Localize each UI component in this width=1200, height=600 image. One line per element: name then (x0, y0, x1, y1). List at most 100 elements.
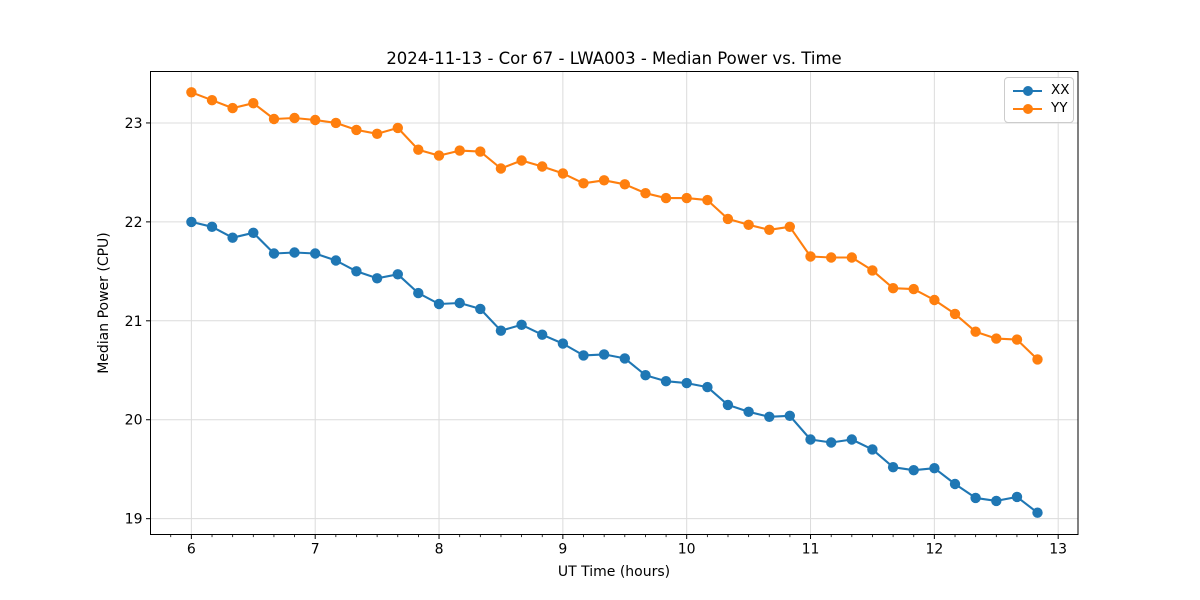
data-point-xx (268, 248, 280, 259)
legend-marker-icon (1022, 86, 1033, 96)
data-point-yy (392, 122, 403, 134)
data-point-yy (310, 114, 321, 126)
chart-title: 2024-11-13 - Cor 67 - LWA003 - Median Po… (386, 49, 842, 68)
legend-label-yy: YY (1051, 100, 1068, 117)
data-point-xx (371, 273, 383, 284)
data-point-xx (619, 353, 630, 364)
x-tick-label: 8 (435, 542, 444, 558)
data-point-xx (908, 465, 919, 476)
data-point-yy (887, 283, 899, 294)
data-point-yy (268, 113, 280, 125)
data-point-xx (660, 376, 672, 387)
data-point-yy (640, 188, 651, 199)
legend-line-sample-yy (1013, 104, 1042, 114)
legend-item-xx: XX (1013, 82, 1070, 100)
data-point-xx (681, 377, 692, 389)
data-point-xx (846, 434, 857, 445)
data-point-xx (351, 266, 362, 277)
data-point-yy (516, 155, 527, 166)
data-point-xx (186, 216, 197, 228)
data-point-xx (598, 349, 610, 360)
data-point-yy (722, 213, 734, 225)
legend-line-sample-xx (1013, 86, 1042, 96)
data-point-yy (991, 333, 1002, 344)
data-point-yy (681, 192, 692, 204)
y-tick-label: 22 (125, 215, 143, 231)
x-tick-label: 10 (678, 542, 696, 558)
data-point-xx (475, 303, 486, 315)
x-tick-label: 9 (558, 542, 567, 558)
data-point-yy (619, 179, 630, 190)
data-point-yy (248, 98, 259, 109)
data-point-xx (289, 247, 300, 258)
data-point-xx (330, 255, 342, 266)
data-point-yy (371, 128, 383, 139)
x-tick-label: 7 (311, 542, 320, 558)
data-point-xx (743, 406, 754, 417)
y-axis-label: Median Power (CPU) (96, 232, 112, 374)
data-point-yy (578, 178, 589, 189)
data-point-yy (826, 252, 837, 263)
data-point-yy (206, 95, 218, 106)
data-point-xx (826, 437, 837, 448)
data-point-xx (640, 370, 651, 381)
data-point-yy (929, 294, 940, 306)
data-point-xx (578, 350, 589, 361)
data-point-yy (743, 219, 754, 230)
data-point-yy (557, 168, 569, 179)
data-point-xx (206, 221, 218, 232)
data-point-xx (991, 495, 1002, 507)
data-point-xx (929, 463, 940, 474)
data-point-yy (1032, 354, 1043, 365)
data-point-xx (970, 492, 981, 504)
legend-item-yy: YY (1013, 100, 1068, 118)
data-point-xx (887, 462, 899, 473)
data-point-yy (475, 146, 486, 157)
data-point-xx (454, 297, 465, 309)
data-point-yy (660, 192, 672, 204)
data-point-xx (392, 269, 403, 280)
legend-marker-icon (1022, 104, 1033, 114)
data-point-xx (227, 232, 238, 243)
data-point-yy (454, 145, 465, 156)
y-tick-label: 19 (125, 512, 143, 528)
plot-border (150, 71, 1079, 535)
data-point-xx (310, 248, 321, 259)
data-point-yy (186, 87, 197, 98)
y-tick-label: 21 (125, 314, 143, 330)
y-tick-label: 20 (125, 413, 143, 429)
data-point-yy (764, 224, 775, 235)
data-point-yy (433, 150, 445, 161)
data-point-yy (702, 194, 713, 206)
data-point-xx (784, 410, 795, 421)
data-point-xx (516, 319, 527, 330)
data-point-xx (413, 287, 424, 299)
data-point-yy (949, 308, 961, 320)
data-point-yy (908, 283, 919, 295)
data-point-xx (1011, 491, 1023, 503)
data-point-xx (557, 338, 569, 349)
data-point-yy (413, 144, 424, 155)
data-point-xx (248, 227, 259, 238)
series-line-yy (191, 91, 1039, 361)
legend: XX YY (1004, 77, 1074, 123)
data-point-xx (764, 411, 775, 422)
x-tick-label: 6 (187, 542, 196, 558)
x-axis-label: UT Time (hours) (557, 564, 671, 580)
data-point-yy (970, 326, 981, 337)
data-point-yy (330, 117, 342, 129)
data-point-xx (433, 298, 445, 310)
data-point-xx (537, 329, 548, 340)
data-point-yy (289, 112, 300, 124)
data-point-yy (537, 161, 548, 172)
y-tick-label: 23 (125, 116, 143, 132)
data-point-yy (867, 265, 878, 276)
data-point-xx (702, 381, 713, 393)
data-point-yy (1011, 334, 1023, 345)
data-point-xx (1032, 507, 1043, 518)
data-point-xx (722, 399, 734, 411)
data-point-yy (351, 124, 362, 136)
data-point-yy (846, 252, 857, 263)
